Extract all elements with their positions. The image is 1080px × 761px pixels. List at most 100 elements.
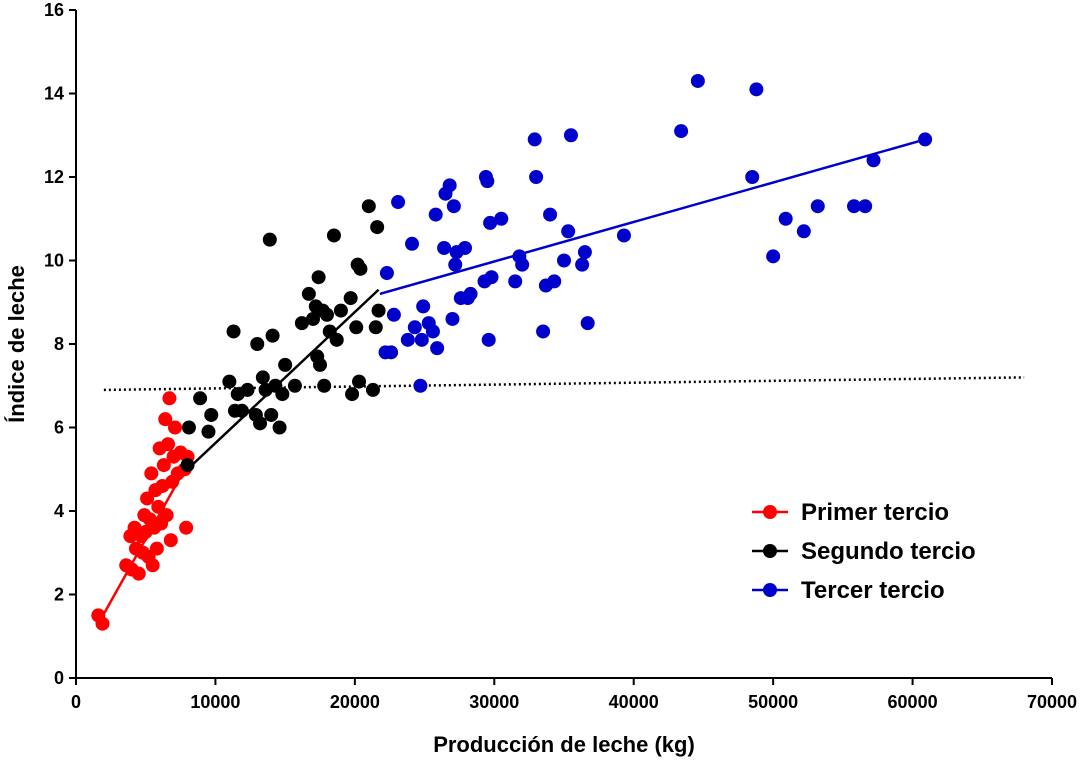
data-point-series-3 <box>446 199 461 214</box>
legend-marker <box>763 544 777 558</box>
reference-line-layer <box>103 376 1025 392</box>
data-point-series-3 <box>561 224 576 239</box>
data-point-series-3 <box>413 378 428 393</box>
data-point-series-3 <box>407 320 422 335</box>
data-point-series-3 <box>536 324 551 339</box>
data-point-series-3 <box>543 207 558 222</box>
data-point-series-3 <box>745 170 760 184</box>
data-point-series-3 <box>437 240 452 255</box>
data-point-series-3 <box>866 153 881 168</box>
x-axis-title: Producción de leche (kg) <box>433 732 695 757</box>
data-point-series-2 <box>371 303 386 318</box>
data-point-series-3 <box>379 266 394 281</box>
data-point-series-3 <box>515 257 530 272</box>
data-point-series-3 <box>580 316 595 331</box>
data-point-series-3 <box>416 299 431 314</box>
data-point-series-2 <box>329 332 344 347</box>
data-point-series-3 <box>494 211 509 226</box>
data-point-series-3 <box>425 324 440 339</box>
data-point-series-2 <box>370 220 385 235</box>
y-tick-label: 8 <box>54 334 64 354</box>
data-point-series-3 <box>527 132 542 147</box>
data-point-series-2 <box>287 378 302 393</box>
data-point-series-3 <box>847 199 862 214</box>
y-tick-label: 16 <box>44 0 64 20</box>
data-point-series-3 <box>749 82 764 97</box>
data-point-series-3 <box>384 345 399 360</box>
x-tick-label: 50000 <box>748 692 798 712</box>
data-point-series-2 <box>317 378 332 393</box>
fit-line-series-3 <box>379 138 926 296</box>
data-point-series-3 <box>463 286 478 301</box>
x-tick-label: 10000 <box>190 692 240 712</box>
data-point-series-3 <box>616 228 631 243</box>
data-point-series-3 <box>400 332 415 347</box>
data-point-series-2 <box>365 382 380 397</box>
y-tick-label: 0 <box>54 668 64 688</box>
y-tick-label: 12 <box>44 167 64 187</box>
data-point-series-2 <box>294 316 309 331</box>
data-point-series-2 <box>264 407 279 422</box>
data-point-series-2 <box>343 291 358 306</box>
data-point-series-2 <box>275 387 290 402</box>
data-point-series-3 <box>690 73 705 88</box>
data-point-series-2 <box>262 232 277 247</box>
data-point-series-3 <box>810 199 825 214</box>
data-point-series-2 <box>204 407 219 422</box>
data-point-series-2 <box>180 458 195 473</box>
x-tick-label: 0 <box>71 692 81 712</box>
y-tick-label: 2 <box>54 585 64 605</box>
data-points-layer <box>91 73 933 631</box>
data-point-series-3 <box>480 174 495 189</box>
data-point-series-3 <box>766 249 781 264</box>
data-point-series-3 <box>481 332 496 347</box>
data-point-series-3 <box>858 199 873 214</box>
x-tick-label: 60000 <box>888 692 938 712</box>
data-point-series-2 <box>250 337 265 351</box>
data-point-series-1 <box>161 437 176 452</box>
data-point-series-3 <box>918 132 933 147</box>
y-tick-label: 6 <box>54 418 64 438</box>
legend-label: Tercer tercio <box>801 577 945 604</box>
data-point-series-2 <box>352 374 367 389</box>
data-point-series-1 <box>156 458 171 473</box>
legend-label: Primer tercio <box>801 499 949 526</box>
data-point-series-1 <box>158 412 173 427</box>
data-point-series-2 <box>319 307 334 322</box>
legend-label: Segundo tercio <box>801 538 976 565</box>
data-point-series-1 <box>179 520 194 535</box>
data-point-series-2 <box>201 424 216 439</box>
data-point-series-3 <box>575 257 590 272</box>
data-point-series-3 <box>445 311 460 326</box>
y-tick-label: 4 <box>54 501 64 521</box>
data-point-series-2 <box>353 261 368 276</box>
data-point-series-2 <box>240 382 255 397</box>
y-tick-label: 10 <box>44 251 64 271</box>
data-point-series-2 <box>361 199 376 214</box>
data-point-series-2 <box>234 403 249 418</box>
data-point-series-2 <box>301 286 316 301</box>
data-point-series-2 <box>311 270 326 285</box>
data-point-series-3 <box>508 274 523 289</box>
x-tick-label: 70000 <box>1027 692 1077 712</box>
data-point-series-2 <box>326 228 341 243</box>
data-point-series-2 <box>226 324 241 339</box>
legend: Primer tercio Segundo tercio Tercer tercio <box>752 499 976 604</box>
data-point-series-1 <box>131 566 146 581</box>
reference-dotted-line <box>103 376 1025 392</box>
legend-marker <box>763 505 777 519</box>
data-point-series-2 <box>272 420 287 435</box>
data-point-series-1 <box>149 541 164 556</box>
y-tick-label: 14 <box>44 84 64 104</box>
data-point-series-2 <box>313 357 327 372</box>
data-point-series-1 <box>144 466 159 481</box>
fit-line-series-2 <box>186 288 380 471</box>
data-point-series-1 <box>159 508 174 523</box>
data-point-series-3 <box>796 224 811 239</box>
data-point-series-1 <box>163 533 178 548</box>
data-point-series-2 <box>306 311 321 326</box>
data-point-series-3 <box>778 211 793 226</box>
data-point-series-3 <box>386 307 401 322</box>
data-point-series-3 <box>430 341 445 356</box>
